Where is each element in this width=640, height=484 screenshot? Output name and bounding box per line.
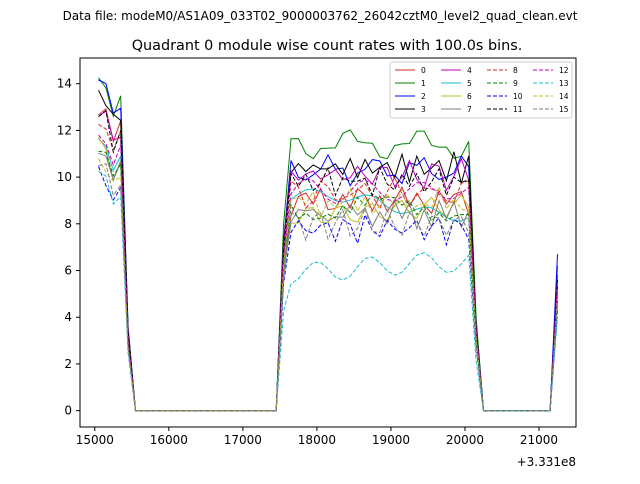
legend-label: 9 <box>513 79 518 88</box>
x-tick-label: 15000 <box>76 433 114 447</box>
legend-label: 4 <box>467 66 472 75</box>
y-tick-label: 6 <box>64 264 72 278</box>
x-tick-label: 16000 <box>150 433 188 447</box>
series-line-12 <box>98 134 558 412</box>
x-offset-label: +3.331e8 <box>517 455 576 469</box>
legend-label: 2 <box>421 92 426 101</box>
legend-label: 13 <box>559 79 569 88</box>
series-line-1 <box>98 77 558 412</box>
y-tick-label: 12 <box>57 123 72 137</box>
plot-frame <box>79 57 577 428</box>
series-line-9 <box>98 150 558 412</box>
series-line-7 <box>98 152 558 412</box>
legend-label: 10 <box>513 92 523 101</box>
y-tick-label: 10 <box>57 170 72 184</box>
y-tick-label: 4 <box>64 310 72 324</box>
legend-label: 1 <box>421 79 426 88</box>
x-tick-label: 17000 <box>224 433 262 447</box>
series-line-2 <box>98 79 558 412</box>
legend-label: 6 <box>467 92 472 101</box>
legend-label: 14 <box>559 92 569 101</box>
legend-label: 11 <box>513 105 523 114</box>
series-line-10 <box>98 166 558 412</box>
legend-box <box>389 61 573 119</box>
x-tick-label: 19000 <box>372 433 410 447</box>
chart-title: Quadrant 0 module wise count rates with … <box>132 38 523 54</box>
legend-label: 5 <box>467 79 472 88</box>
series-line-3 <box>98 89 558 412</box>
legend-label: 12 <box>559 66 569 75</box>
legend-label: 0 <box>421 66 426 75</box>
legend-label: 8 <box>513 66 518 75</box>
y-tick-label: 0 <box>64 404 72 418</box>
series-line-6 <box>98 136 558 412</box>
y-tick-label: 14 <box>57 77 72 91</box>
series-line-15 <box>98 162 558 412</box>
series-line-13 <box>98 170 558 412</box>
x-axis: 15000 16000 17000 18000 19000 20000 21000 <box>76 427 558 447</box>
suptitle: Data file: modeM0/AS1A09_033T02_90000037… <box>63 9 578 23</box>
series-line-5 <box>98 138 558 412</box>
x-tick-label: 18000 <box>298 433 336 447</box>
series-layer <box>98 77 558 412</box>
legend-label: 7 <box>467 105 472 114</box>
y-tick-label: 2 <box>64 357 72 371</box>
x-tick-label: 20000 <box>446 433 484 447</box>
y-tick-label: 8 <box>64 217 72 231</box>
legend-label: 3 <box>421 105 426 114</box>
legend-label: 15 <box>559 105 569 114</box>
y-axis: 0 2 4 6 8 10 12 14 <box>57 77 80 418</box>
x-tick-label: 21000 <box>520 433 558 447</box>
